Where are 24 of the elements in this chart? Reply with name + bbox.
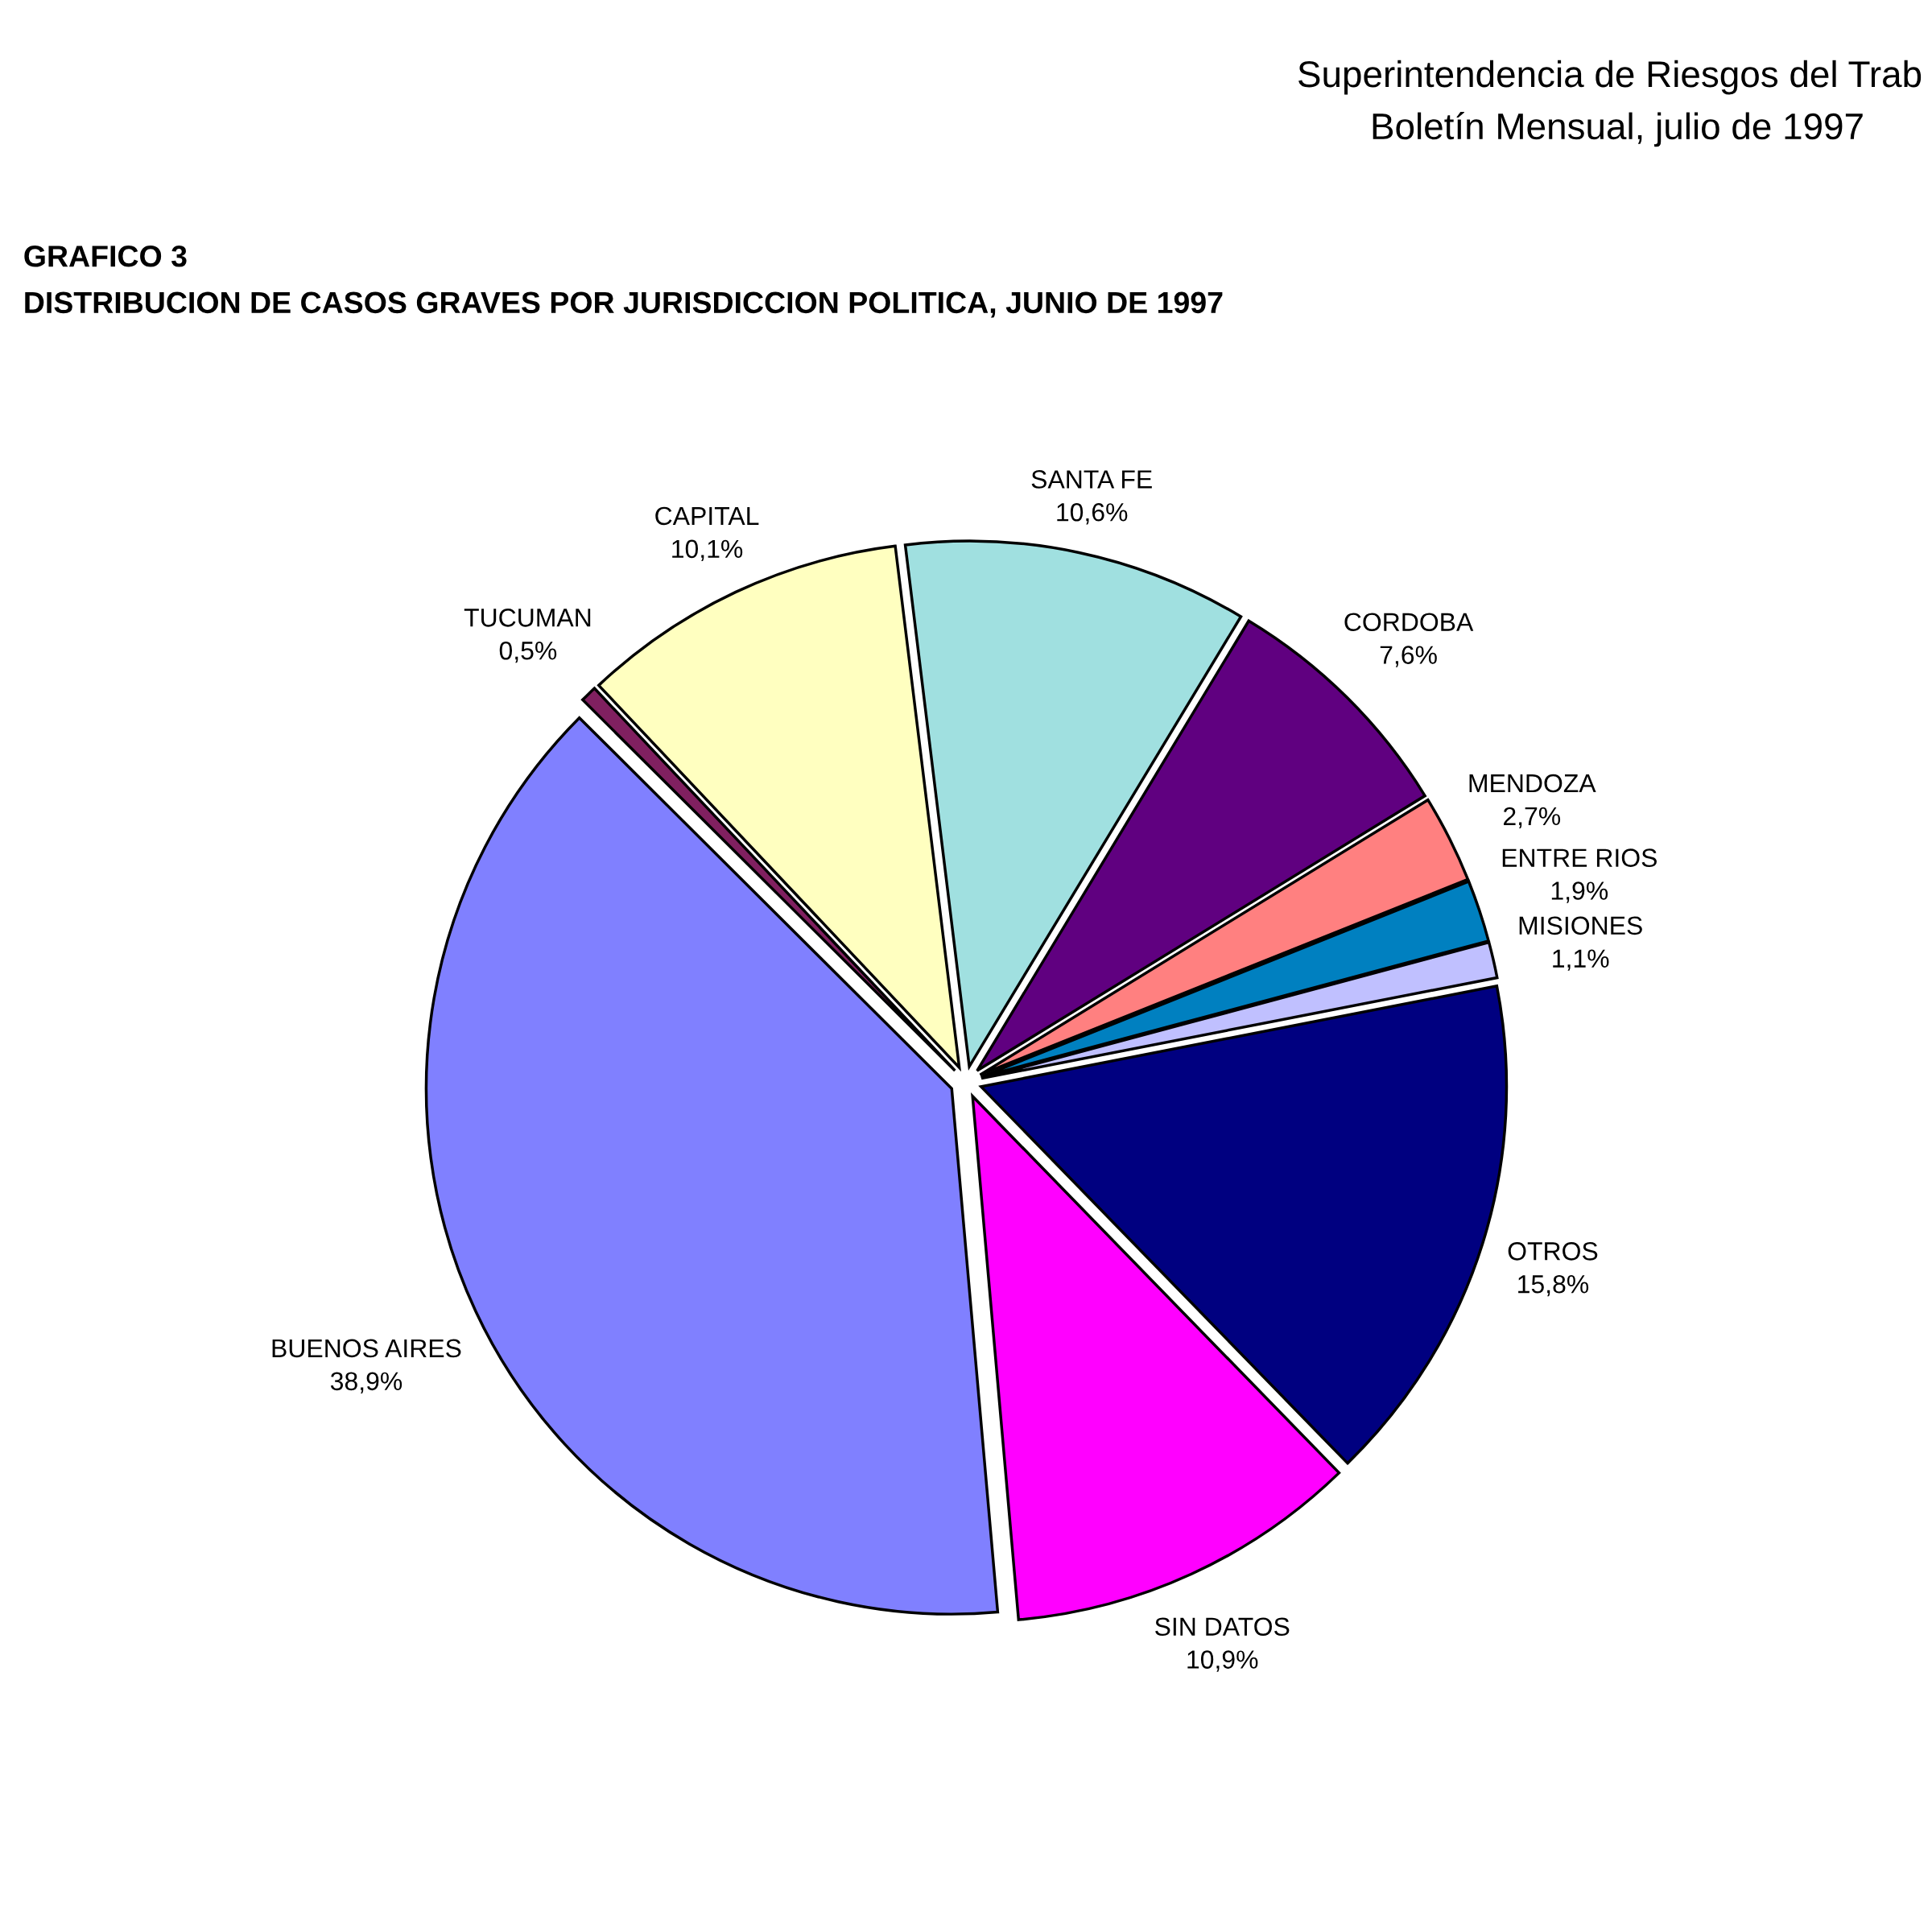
text: Boletín Mensual, julio de 1997 — [1373, 112, 1863, 147]
data-label: 2,7% — [1504, 807, 1561, 829]
slice-label: TUCUMAN — [464, 609, 591, 627]
slice-label: MENDOZA — [1469, 774, 1596, 793]
data-label: 38,9% — [330, 1372, 402, 1393]
text: Superintendencia de Riesgos del Trab — [1298, 60, 1922, 95]
slice-label: CORDOBA — [1344, 613, 1474, 632]
data-label: 0,5% — [499, 641, 557, 663]
slice-label: ENTRE RIOS — [1502, 848, 1657, 867]
slice-label: SANTA FE — [1031, 470, 1152, 489]
data-label: 10,1% — [672, 539, 743, 561]
data-label: 7,6% — [1380, 646, 1437, 667]
chart-title: GRAFICO 3 — [24, 246, 187, 267]
slice-label: MISIONES — [1519, 916, 1642, 935]
slice-label: BUENOS AIRES — [272, 1339, 461, 1358]
data-label: 10,6% — [1057, 503, 1128, 525]
slice-label: OTROS — [1508, 1242, 1598, 1261]
slice-label: CAPITAL — [655, 506, 759, 526]
slice-label: SIN DATOS — [1155, 1617, 1290, 1637]
data-label: 10,9% — [1187, 1650, 1258, 1672]
chart-subtitle: DISTRIBUCION DE CASOS GRAVES POR JURISDICCION POLITICA, JUNIO DE 1997 — [25, 291, 1223, 318]
data-label: 1,9% — [1551, 881, 1608, 903]
data-label: 1,1% — [1553, 949, 1609, 971]
data-label: 15,8% — [1518, 1274, 1589, 1297]
